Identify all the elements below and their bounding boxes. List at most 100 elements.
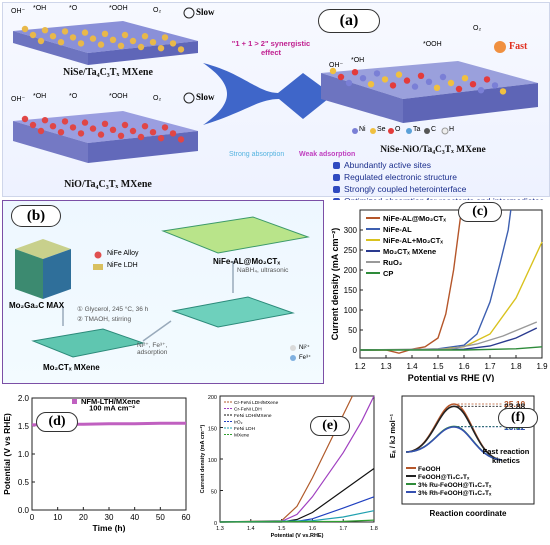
atom-dot <box>141 33 149 40</box>
legend-label: FeNi LDH/MXene <box>234 413 272 419</box>
atom-dot <box>97 131 105 138</box>
atom-dot <box>157 135 165 142</box>
x-tick-label: 1.3 <box>216 526 224 532</box>
panel-label: (e) <box>310 416 350 436</box>
step-label: ② TMAOH, stirring <box>77 316 132 323</box>
atom-dot <box>81 119 89 126</box>
atom-dot <box>373 70 381 77</box>
atom-dot <box>499 88 507 95</box>
ion-label: Ni²⁺ <box>299 345 310 351</box>
mxene-sheet <box>31 328 145 358</box>
series-line <box>360 346 543 351</box>
atom-dot <box>447 79 455 87</box>
y-tick-label: 50 <box>348 326 357 335</box>
legend-label: FeOOH <box>418 466 441 473</box>
atom-dot <box>109 36 117 43</box>
x-tick-label: 1.7 <box>484 362 496 371</box>
legend-label: NiFe LDH <box>107 262 138 269</box>
material-label: NiSe-NiO/Ta₄C₃Tₓ MXene <box>380 145 486 155</box>
panel-label: (d) <box>36 412 78 432</box>
atom-dot <box>403 77 411 84</box>
atom-dot <box>157 45 165 52</box>
atom-dot <box>161 124 169 131</box>
atom-dot <box>57 39 65 46</box>
atom-dot <box>455 85 463 93</box>
ldh-legend-icon <box>93 264 103 270</box>
step-label: Ni²⁺, Fe³⁺, adsorption <box>137 342 168 356</box>
legend-label: NFM-LTH/MXene <box>81 397 140 406</box>
legend-label: NiFe-AL@Mo₂CTₓ <box>383 214 446 223</box>
x-tick-label: 1.7 <box>339 526 347 532</box>
step-label: ① Glycerol, 245 °C, 36 h <box>77 306 149 313</box>
atom-dot <box>97 41 105 48</box>
atom-dot <box>29 31 37 39</box>
x-axis-label: Reaction coordinate <box>430 509 507 518</box>
series-line <box>219 496 375 523</box>
lsv-chart: 1.2 1.3 1.4 1.5 1.6 1.7 1.8 1.9 0 50 100 150 200 250 3… <box>330 209 548 383</box>
legend-label: CP <box>383 269 393 278</box>
panel-d: 0 10 20 30 40 50 60 0.0 0.5 1.0 1.5 2.0 Time (h) Pote… <box>2 390 192 540</box>
atom-dot <box>89 125 97 132</box>
legend-label: H <box>449 126 455 133</box>
ion-label: Fe³⁺ <box>299 355 312 361</box>
legend-label: NiFe-AL <box>383 225 412 234</box>
x-tick-label: 1.6 <box>458 362 470 371</box>
atom-dot <box>41 27 49 34</box>
fe-ion-icon <box>290 355 296 361</box>
chart-annotation: Fast reaction <box>483 447 530 456</box>
atom-dot <box>121 31 129 39</box>
atom-dot <box>77 130 85 137</box>
y-axis-label: Potential (V vs RHE) <box>2 413 12 495</box>
y-tick-label: 300 <box>344 226 358 235</box>
atom-dot <box>149 129 157 136</box>
panel-a-art <box>13 7 538 163</box>
y-tick-label: 250 <box>344 246 358 255</box>
nio-mxene-slab <box>13 111 198 163</box>
material-label: NiSe/Ta₄C₃Tₓ MXene <box>63 67 153 78</box>
adsorbed-sheet <box>171 296 295 328</box>
legend-label: FeOOH@Ti₃C₂Tₓ <box>418 474 470 481</box>
y-tick-label: 100 <box>208 458 217 464</box>
atom-dot <box>359 75 367 82</box>
atom-dot <box>381 76 389 83</box>
atom-dot <box>389 82 397 89</box>
panel-c: 1.2 1.3 1.4 1.5 1.6 1.7 1.8 1.9 0 50 100 150 200 250 3… <box>330 200 548 383</box>
panel-label: (a) <box>318 9 380 33</box>
atom-dot <box>109 126 117 133</box>
y-axis-label: Eₐ / kJ mol⁻¹ <box>388 413 397 458</box>
y-tick-label: 200 <box>344 266 358 275</box>
barrier-label: 23.88 <box>504 401 526 411</box>
panel-b: (b) NiFe Alloy NiFe LDH Mo₂Ga₂C MAX ① Gl… <box>2 200 324 384</box>
atom-dot <box>49 33 57 40</box>
panel-label: (f) <box>498 408 538 428</box>
element-legend <box>352 127 449 135</box>
legend-label: FeNi LDH <box>234 426 256 432</box>
legend-label: O <box>395 126 401 133</box>
x-tick-label: 60 <box>182 513 191 522</box>
y-tick-label: 50 <box>211 490 217 496</box>
x-tick-label: 50 <box>156 513 165 522</box>
x-tick-label: 1.8 <box>370 526 378 532</box>
atom-dot <box>129 37 137 45</box>
x-axis-label: Time (h) <box>93 523 126 533</box>
atom-dot <box>161 34 169 41</box>
synergy-label: "1 + 1 > 2" synergistic effect <box>231 39 311 57</box>
sad-face-icon <box>183 92 195 104</box>
y-tick-label: 0.5 <box>18 478 30 487</box>
atom-dot <box>177 46 185 53</box>
atom-dot <box>439 73 447 81</box>
atom-dot <box>61 28 69 35</box>
atom-dot <box>141 123 149 130</box>
species-label: *OH <box>351 57 365 64</box>
atom-dot <box>417 72 425 80</box>
atom-dot <box>395 71 403 78</box>
max-label: Mo₂Ga₂C MAX <box>9 301 65 310</box>
panel-e: 1.3 1.4 1.5 1.6 1.7 1.8 0 50 100 150 200 Potential … <box>198 390 380 540</box>
alloy-legend-icon <box>94 251 102 259</box>
happy-face-icon <box>494 41 506 53</box>
x-axis-label: Potential (V vs.RHE) <box>271 533 324 539</box>
process-arrow <box>142 320 172 342</box>
y-axis-label: Current density (mA cm⁻²) <box>330 228 340 340</box>
x-tick-label: 1.3 <box>380 362 392 371</box>
